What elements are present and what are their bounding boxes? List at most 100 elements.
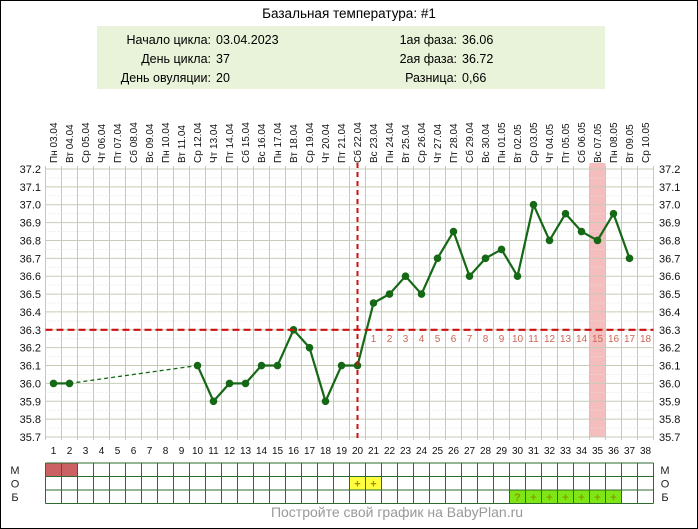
- day-number: 36: [608, 446, 620, 457]
- day-number: 20: [352, 446, 364, 457]
- day-number: 26: [448, 446, 460, 457]
- data-point: [481, 254, 490, 263]
- data-point: [465, 272, 474, 281]
- y-tick-label: 37.2: [20, 164, 41, 176]
- day-number: 19: [336, 446, 348, 457]
- y-tick-label: 37.1: [659, 182, 680, 194]
- date-label: Пт 21.04: [337, 123, 348, 163]
- data-point: [193, 361, 202, 370]
- dpo-number: 6: [451, 334, 457, 345]
- y-tick-label: 37.2: [659, 164, 680, 176]
- difference-label: Разница:: [405, 71, 457, 85]
- data-point: [497, 245, 506, 254]
- data-point: [337, 361, 346, 370]
- day-number: 16: [288, 446, 300, 457]
- highlight-band: [589, 163, 606, 437]
- dpo-number: 16: [608, 334, 620, 345]
- day-number: 29: [496, 446, 508, 457]
- date-label: Вт 18.04: [289, 124, 300, 163]
- phase1-value: 36.06: [462, 33, 494, 47]
- info-panel: Начало цикла: 03.04.2023 День цикла: 37 …: [97, 26, 605, 89]
- ovulation-day-value: 20: [216, 71, 230, 85]
- day-number: 7: [147, 446, 153, 457]
- day-number: 34: [576, 446, 588, 457]
- cycle-start-row: Начало цикла: 03.04.2023: [99, 31, 377, 50]
- y-tick-label: 36.9: [20, 218, 41, 230]
- ovulation-day-row: День овуляции: 20: [99, 69, 377, 88]
- day-number: 28: [480, 446, 492, 457]
- y-tick-label: 36.6: [20, 271, 41, 283]
- date-label: Пн 10.04: [161, 122, 172, 163]
- dpo-number: 4: [419, 334, 425, 345]
- symbol-cell: [45, 463, 62, 477]
- row-letter: Б: [661, 492, 668, 504]
- day-number: 10: [192, 446, 204, 457]
- y-tick-label: 35.9: [659, 396, 680, 408]
- date-label: Ср 10.05: [641, 122, 652, 163]
- y-tick-label: 36.8: [20, 235, 41, 247]
- dpo-number: 1: [371, 334, 377, 345]
- data-point: [49, 379, 58, 388]
- y-tick-label: 36.5: [659, 289, 680, 301]
- data-point: [385, 290, 394, 298]
- date-labels: Пн 03.04 Вт 04.04 Ср 05.04 Чт 06.04 Пт 07.04…: [49, 122, 652, 163]
- day-number: 32: [544, 446, 556, 457]
- data-point: [369, 299, 378, 307]
- data-point: [529, 200, 538, 209]
- date-label: Вт 02.05: [513, 124, 524, 163]
- day-number: 22: [384, 446, 396, 457]
- date-label: Чт 04.05: [545, 124, 556, 163]
- y-tick-label: 36.1: [20, 361, 41, 373]
- day-number: 3: [83, 446, 89, 457]
- y-axis-labels: 35.7 35.7 35.8 35.8 35.9 35.9 36.0 36.0 36.1 36.1…: [20, 164, 681, 444]
- date-label: Ср 12.04: [193, 122, 204, 163]
- date-label: Чт 06.04: [97, 124, 108, 163]
- y-tick-label: 36.9: [659, 218, 680, 230]
- phase1-label: 1ая фаза:: [399, 33, 457, 47]
- symbol-cell: [589, 490, 606, 504]
- day-number: 31: [528, 446, 540, 457]
- row-letter: М: [10, 465, 19, 477]
- y-tick-label: 37.1: [20, 182, 41, 194]
- y-tick-label: 35.9: [20, 396, 41, 408]
- day-number-labels: 1 2 3 4 5 6 7 8 9 10 11 12 13 14 15 16 17 18 19 20 21 22 23 24 2…: [51, 446, 652, 457]
- y-tick-label: 36.2: [659, 343, 680, 355]
- dpo-number: 12: [544, 334, 556, 345]
- cycle-start-label: Начало цикла:: [126, 33, 212, 47]
- info-left-column: Начало цикла: 03.04.2023 День цикла: 37 …: [99, 31, 377, 88]
- cycle-day-row: День цикла: 37: [99, 50, 377, 69]
- ovulation-day-label: День овуляции:: [120, 71, 211, 85]
- symbol-table: + +? + + + + + +: [45, 462, 654, 504]
- day-number: 18: [320, 446, 332, 457]
- day-number: 21: [368, 446, 380, 457]
- dpo-number: 18: [640, 334, 652, 345]
- date-label: Вс 30.04: [481, 123, 492, 163]
- y-tick-label: 36.8: [659, 235, 680, 247]
- day-number: 15: [272, 446, 284, 457]
- y-tick-label: 36.0: [20, 378, 41, 390]
- day-number: 30: [512, 446, 524, 457]
- dpo-number: 13: [560, 334, 572, 345]
- date-label: Пт 07.04: [113, 123, 124, 163]
- date-label: Ср 05.04: [81, 122, 92, 163]
- y-tick-label: 36.3: [20, 325, 41, 337]
- symbol-mark: +: [578, 492, 584, 504]
- symbol-cell: [541, 490, 558, 504]
- symbol-cell: [61, 463, 78, 477]
- dpo-number: 11: [528, 334, 539, 345]
- symbol-cell: [557, 490, 574, 504]
- date-label: Вс 09.04: [145, 123, 156, 163]
- date-label: Сб 06.05: [576, 122, 588, 163]
- day-number: 35: [592, 446, 604, 457]
- phase2-value: 36.72: [462, 52, 494, 66]
- data-point: [305, 343, 314, 352]
- y-tick-label: 35.8: [659, 414, 680, 426]
- info-right-column: 1ая фаза: 36.06 2ая фаза: 36.72 Разница:…: [385, 31, 600, 88]
- symbol-mark: +: [370, 478, 376, 490]
- symbol-mark: +: [594, 492, 600, 504]
- y-tick-label: 36.4: [659, 307, 680, 319]
- date-label: Пн 24.04: [385, 122, 396, 163]
- dpo-labels: 1 2 3 4 5 6 7 8 9 10 11 12 13 14 15 16 17 18: [371, 334, 652, 345]
